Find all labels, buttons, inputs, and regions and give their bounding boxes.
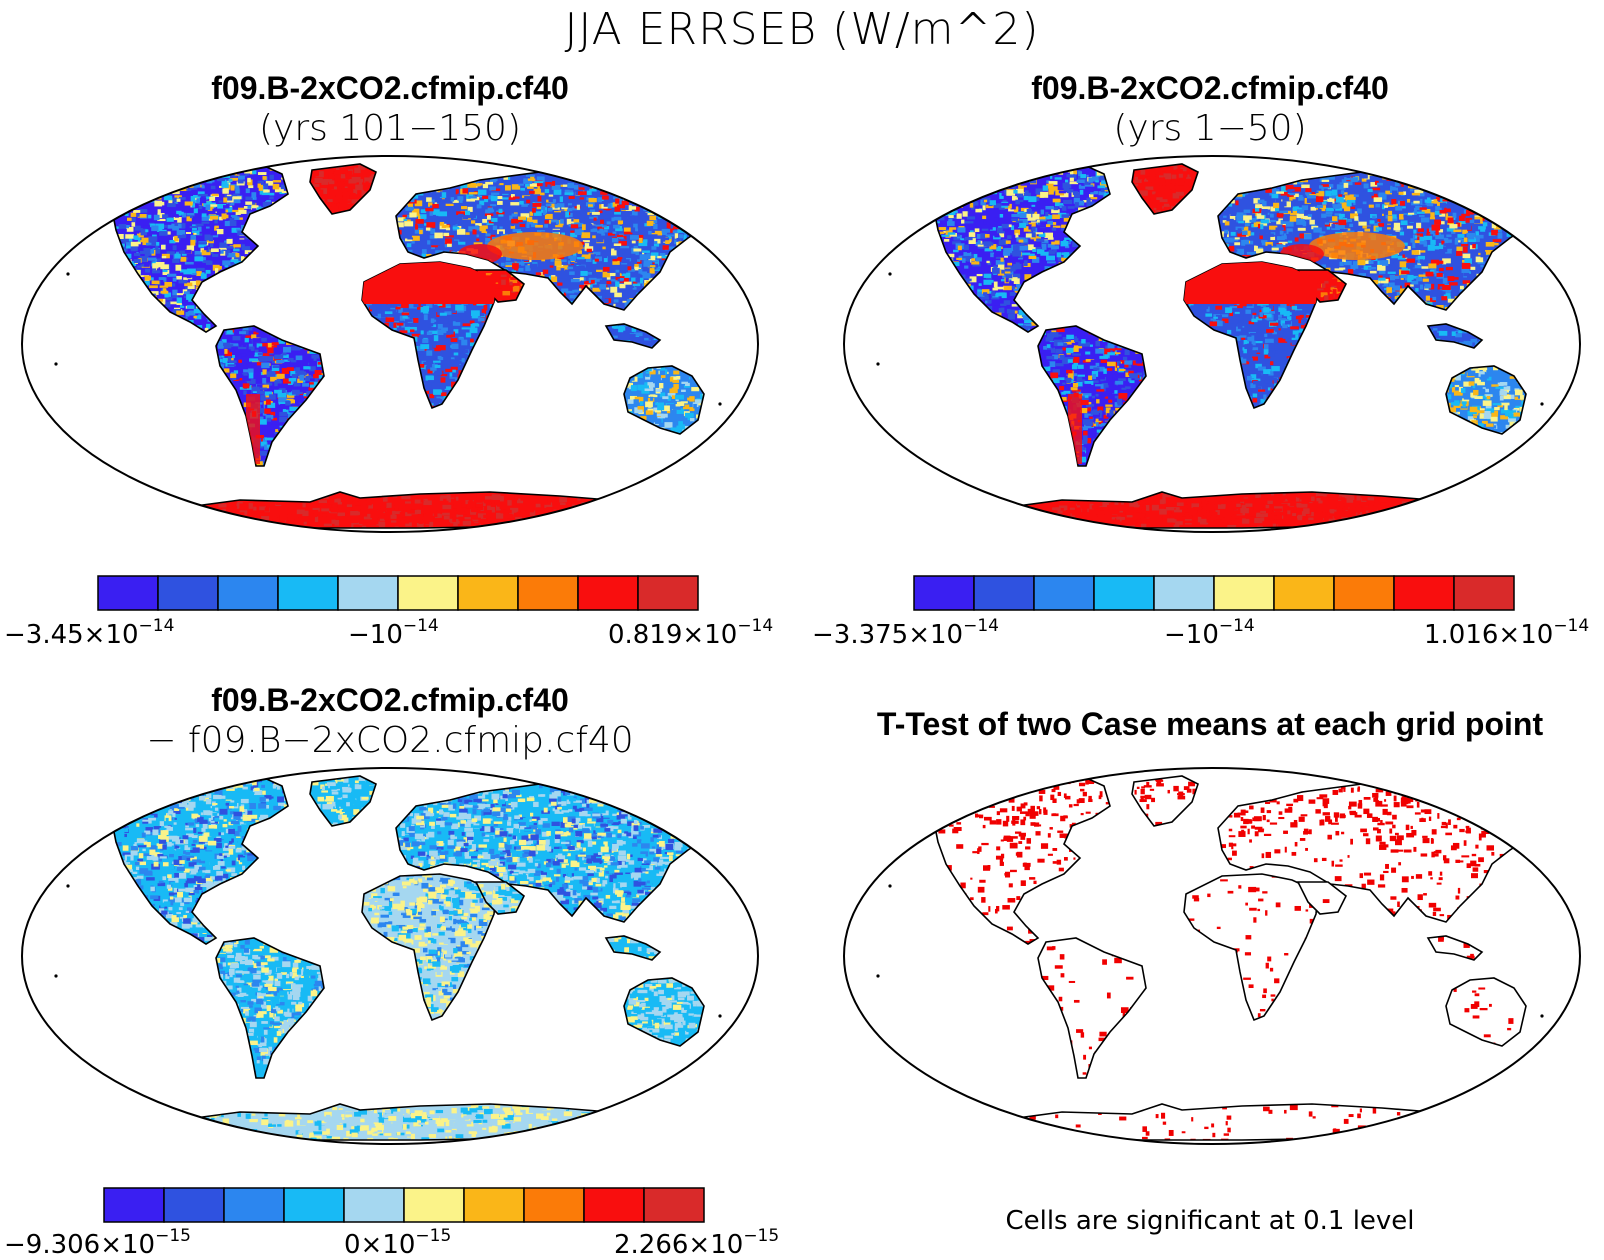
panel-1-colorbar-max-label: 0.819×10−14	[608, 616, 773, 650]
panel-4-map	[832, 764, 1592, 1148]
panel-3-colorbar	[102, 1186, 708, 1224]
figure-title: JJA ERRSEB (W/m^2)	[0, 4, 1604, 55]
colorbar-swatch-5	[344, 1188, 404, 1222]
colorbar-swatch-6	[398, 576, 458, 610]
colorbar-swatch-3	[218, 576, 278, 610]
colorbar-swatch-2	[164, 1188, 224, 1222]
colorbar-swatch-3	[1034, 576, 1094, 610]
panel-3-title: f09.B-2xCO2.cfmip.cf40	[0, 682, 780, 719]
panel-1-colorbar-mid-label: −10−14	[348, 616, 439, 650]
panel-3-colorbar-min-label: −9.306×10−15	[4, 1226, 191, 1260]
colorbar-swatch-9	[578, 576, 638, 610]
colorbar-swatch-8	[1334, 576, 1394, 610]
colorbar-swatch-9	[1394, 576, 1454, 610]
colorbar-swatch-7	[1274, 576, 1334, 610]
panel-1-colorbar-min-label: −3.45×10−14	[4, 616, 174, 650]
panel-2-colorbar	[912, 574, 1518, 612]
colorbar-swatch-6	[404, 1188, 464, 1222]
colorbar-swatch-2	[974, 576, 1034, 610]
colorbar-swatch-1	[914, 576, 974, 610]
panel-4-title: T-Test of two Case means at each grid po…	[820, 706, 1600, 743]
colorbar-swatch-10	[638, 576, 698, 610]
panel-1-subtitle: (yrs 101−150)	[0, 108, 780, 149]
panel-3-colorbar-mid-label: 0×10−15	[344, 1226, 451, 1260]
colorbar-swatch-4	[1094, 576, 1154, 610]
colorbar-swatch-2	[158, 576, 218, 610]
colorbar-swatch-4	[284, 1188, 344, 1222]
panel-3-subtitle: − f09.B−2xCO2.cfmip.cf40	[0, 720, 780, 761]
colorbar-swatch-1	[104, 1188, 164, 1222]
panel-3-map	[10, 764, 770, 1148]
panel-1-colorbar	[96, 574, 702, 612]
colorbar-swatch-5	[1154, 576, 1214, 610]
panel-2-colorbar-min-label: −3.375×10−14	[812, 616, 999, 650]
panel-2-colorbar-mid-label: −10−14	[1164, 616, 1255, 650]
colorbar-swatch-4	[278, 576, 338, 610]
panel-3-colorbar-max-label: 2.266×10−15	[614, 1226, 779, 1260]
colorbar-swatch-8	[518, 576, 578, 610]
colorbar-swatch-8	[524, 1188, 584, 1222]
colorbar-swatch-10	[1454, 576, 1514, 610]
colorbar-swatch-7	[464, 1188, 524, 1222]
colorbar-swatch-5	[338, 576, 398, 610]
colorbar-swatch-10	[644, 1188, 704, 1222]
colorbar-swatch-9	[584, 1188, 644, 1222]
panel-2-colorbar-max-label: 1.016×10−14	[1424, 616, 1589, 650]
panel-2-subtitle: (yrs 1−50)	[820, 108, 1600, 149]
colorbar-swatch-3	[224, 1188, 284, 1222]
panel-2-map	[832, 152, 1592, 536]
panel-1-map	[10, 152, 770, 536]
colorbar-swatch-7	[458, 576, 518, 610]
panel-1-title: f09.B-2xCO2.cfmip.cf40	[0, 70, 780, 107]
panel-4-significance-note: Cells are significant at 0.1 level	[820, 1206, 1600, 1236]
panel-2-title: f09.B-2xCO2.cfmip.cf40	[820, 70, 1600, 107]
colorbar-swatch-6	[1214, 576, 1274, 610]
colorbar-swatch-1	[98, 576, 158, 610]
